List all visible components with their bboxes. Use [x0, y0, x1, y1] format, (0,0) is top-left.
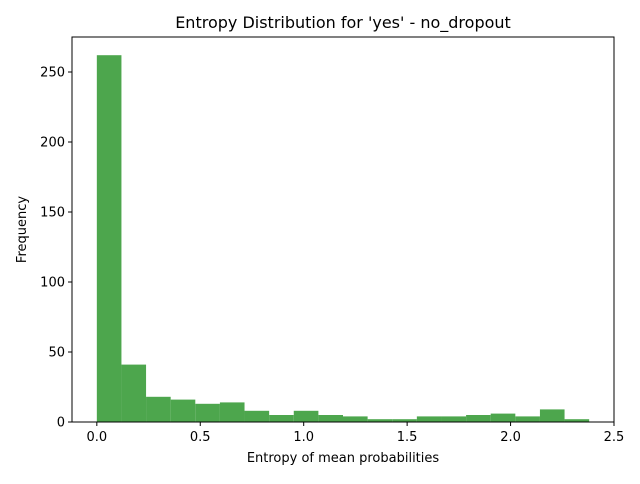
histogram-bar	[219, 402, 245, 422]
x-tick-label: 2.0	[500, 430, 521, 445]
y-tick-label: 150	[40, 206, 65, 221]
x-tick-label: 0.0	[86, 430, 107, 445]
x-tick-label: 1.0	[293, 430, 314, 445]
histogram-bars	[96, 55, 590, 422]
y-tick-label: 50	[48, 346, 65, 361]
histogram-bar	[244, 410, 270, 422]
histogram-bar	[146, 396, 171, 422]
chart-title: Entropy Distribution for 'yes' - no_drop…	[175, 13, 511, 33]
histogram-bar	[293, 410, 319, 422]
x-axis-label: Entropy of mean probabilities	[247, 451, 440, 466]
y-tick-label: 100	[40, 276, 65, 291]
histogram-bar	[195, 403, 220, 422]
histogram-bar	[318, 415, 343, 422]
y-tick-label: 250	[40, 66, 65, 81]
histogram-bar	[441, 416, 467, 422]
histogram-bar	[96, 55, 122, 422]
y-axis: 0 50 100 150 200 250	[40, 66, 72, 431]
plot-frame	[71, 36, 615, 423]
x-axis: 0.0 0.5 1.0 1.5 2.0 2.5	[86, 422, 624, 445]
histogram-bar	[515, 416, 540, 422]
y-tick-label: 200	[40, 136, 65, 151]
histogram-bar	[416, 416, 442, 422]
histogram-bar	[121, 364, 147, 422]
histogram-bar	[490, 413, 516, 422]
histogram-bar	[269, 415, 294, 422]
x-tick-label: 1.5	[397, 430, 418, 445]
histogram-bar	[466, 415, 491, 422]
y-axis-label: Frequency	[15, 196, 30, 263]
y-tick-label: 0	[57, 416, 65, 431]
histogram-bar	[539, 409, 565, 422]
histogram-bar	[392, 419, 417, 422]
histogram-bar	[170, 399, 196, 422]
histogram-bar	[367, 419, 393, 422]
x-tick-label: 2.5	[604, 430, 625, 445]
x-tick-label: 0.5	[190, 430, 211, 445]
histogram-bar	[564, 419, 590, 422]
histogram-bar	[343, 416, 368, 422]
